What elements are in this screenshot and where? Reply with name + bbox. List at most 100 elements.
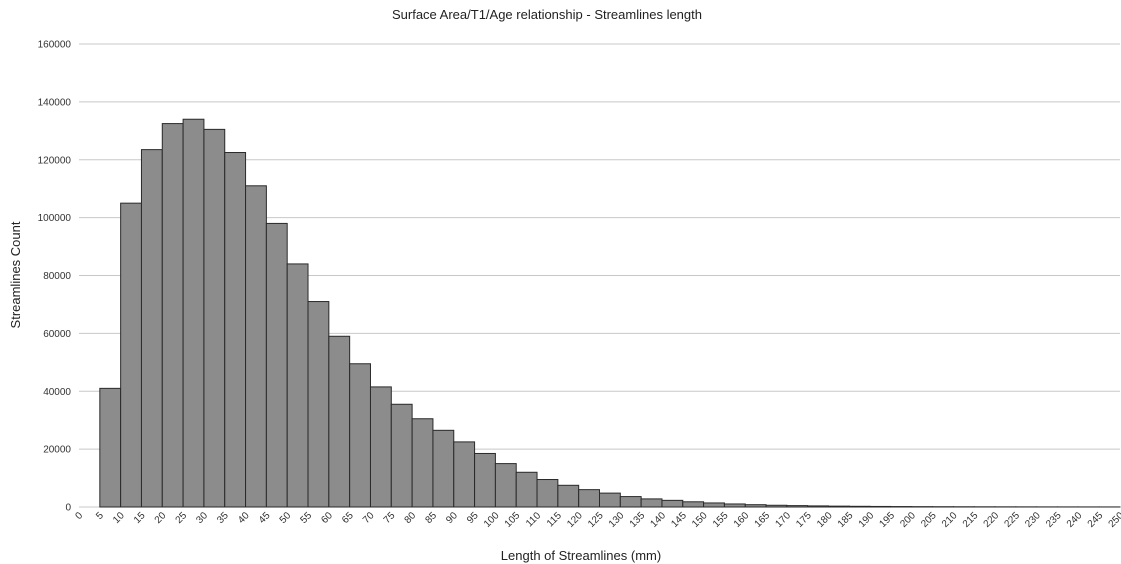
x-tick-label: 110: [524, 510, 543, 529]
x-tick-label: 190: [857, 510, 877, 530]
bar-105: [515, 471, 538, 508]
y-tick-label: 100000: [38, 213, 72, 224]
x-tick-label: 175: [794, 510, 814, 530]
bar-50: [286, 263, 309, 508]
bar-165: [765, 504, 788, 508]
x-tick-label: 40: [236, 510, 252, 526]
x-tick-label: 25: [174, 510, 190, 526]
bar-80: [411, 418, 434, 508]
bar-180: [828, 505, 850, 508]
x-tick-label: 20: [153, 510, 169, 526]
bar-170: [786, 505, 809, 508]
bar-115: [557, 484, 580, 508]
bar-40: [245, 185, 267, 508]
x-tick-label: 250: [1107, 510, 1121, 530]
x-tick-label: 160: [732, 510, 752, 530]
x-tick-label: 15: [132, 510, 148, 526]
x-axis-tick-labels: 0 5 10 15 20 25 30 35 40 45 50 55 60 65 70 75 80 85 90 95 10…: [73, 510, 1121, 530]
bar-60: [328, 335, 351, 508]
y-tick-label: 140000: [38, 97, 72, 108]
bar-15: [140, 149, 163, 508]
x-tick-label: 85: [423, 510, 439, 526]
bar-30: [203, 128, 226, 508]
x-tick-label: 225: [1002, 510, 1022, 530]
bar-45: [265, 222, 288, 508]
bar-100: [494, 463, 517, 508]
x-tick-label: 170: [773, 510, 793, 530]
bar-35: [224, 152, 247, 508]
bar-155: [723, 503, 746, 508]
x-tick-label: 135: [628, 510, 648, 530]
x-tick-label: 130: [607, 510, 627, 530]
x-tick-label: 75: [382, 510, 398, 526]
bar-175: [807, 505, 830, 508]
x-tick-label: 65: [340, 510, 356, 526]
x-tick-label: 140: [649, 510, 669, 530]
bar-25: [182, 118, 205, 508]
bar-135: [640, 498, 663, 508]
x-tick-label: 215: [961, 510, 981, 530]
bar-5: [99, 387, 122, 508]
x-tick-label: 200: [898, 510, 918, 530]
y-axis-title: Streamlines Count: [8, 221, 23, 328]
x-tick-label: 185: [836, 510, 856, 530]
x-tick-label: 0: [73, 510, 85, 522]
bar-130: [619, 496, 642, 508]
y-tick-label: 120000: [38, 155, 72, 166]
bar-125: [599, 492, 621, 508]
x-tick-label: 120: [565, 510, 585, 530]
x-tick-label: 240: [1065, 510, 1085, 530]
chart-title: Surface Area/T1/Age relationship - Strea…: [392, 7, 702, 22]
x-tick-label: 105: [503, 510, 523, 530]
x-tick-label: 95: [465, 510, 481, 526]
x-tick-label: 100: [482, 510, 502, 530]
bar-10: [120, 202, 142, 508]
bar-120: [578, 489, 600, 508]
x-tick-label: 230: [1023, 510, 1043, 530]
x-tick-label: 60: [319, 510, 335, 526]
bar-185: [848, 505, 871, 508]
x-tick-label: 70: [361, 510, 377, 526]
x-tick-label: 155: [711, 510, 731, 530]
x-tick-label: 35: [215, 510, 231, 526]
x-tick-label: 80: [403, 510, 419, 526]
y-tick-label: 80000: [43, 271, 71, 282]
bar-140: [661, 499, 684, 508]
y-tick-label: 60000: [43, 329, 71, 340]
bar-110: [536, 479, 559, 508]
x-tick-label: 30: [194, 510, 210, 526]
bar-90: [453, 441, 476, 508]
y-tick-label: 40000: [43, 387, 71, 398]
x-tick-label: 195: [878, 510, 898, 530]
y-tick-label: 160000: [38, 40, 72, 51]
bar-95: [474, 452, 496, 508]
x-tick-label: 55: [298, 510, 314, 526]
bar-20: [161, 123, 184, 508]
x-tick-label: 145: [669, 510, 689, 530]
bar-190: [869, 505, 892, 508]
x-tick-label: 90: [444, 510, 460, 526]
x-axis-title: Length of Streamlines (mm): [501, 548, 661, 563]
x-tick-label: 245: [1086, 510, 1106, 530]
x-tick-label: 220: [982, 510, 1002, 530]
x-tick-label: 10: [111, 510, 127, 526]
bar-85: [432, 429, 455, 508]
x-tick-label: 165: [753, 510, 773, 530]
x-tick-label: 50: [278, 510, 294, 526]
bars: [99, 118, 1121, 508]
bar-150: [703, 502, 725, 508]
x-tick-label: 180: [815, 510, 835, 530]
y-tick-label: 0: [65, 503, 71, 514]
bar-65: [349, 363, 371, 508]
x-tick-label: 150: [690, 510, 710, 530]
bar-70: [369, 386, 392, 508]
x-tick-label: 235: [1044, 510, 1064, 530]
bar-145: [682, 501, 705, 508]
bar-160: [744, 504, 767, 508]
x-tick-label: 45: [257, 510, 273, 526]
x-tick-label: 115: [545, 510, 564, 529]
y-axis-tick-labels: 0 20000 40000 60000 80000 100000 120000 140000 1…: [38, 40, 72, 514]
bar-75: [390, 403, 413, 508]
